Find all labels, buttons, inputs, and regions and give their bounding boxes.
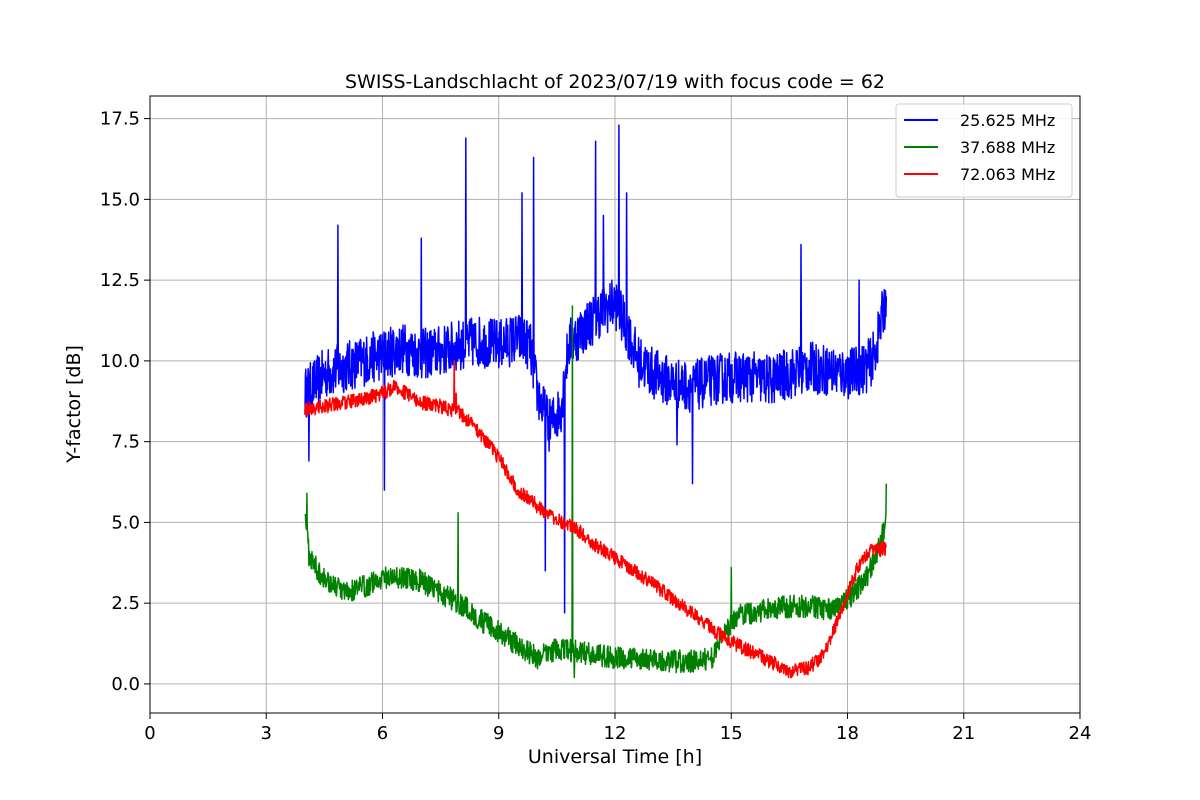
legend-label-3: 72.063 MHz [960,165,1055,184]
legend-label-2: 37.688 MHz [960,138,1055,157]
x-tick-label: 6 [377,723,388,744]
y-tick-label: 7.5 [111,432,140,453]
legend-label-1: 25.625 MHz [960,111,1055,130]
series-line-1 [304,124,888,614]
y-tick-label: 0.0 [111,674,140,695]
y-tick-label: 17.5 [100,109,140,130]
legend-box [895,103,1073,198]
y-tick-label: 5.0 [111,512,140,533]
x-tick-label: 18 [836,723,859,744]
x-tick-label: 21 [952,723,975,744]
series-line-3 [304,360,888,679]
x-tick-label: 0 [144,723,155,744]
x-tick-label: 24 [1069,723,1092,744]
y-tick-label: 15.0 [100,189,140,210]
chart-title: SWISS-Landschlacht of 2023/07/19 with fo… [345,71,885,93]
legend: 25.625 MHz 37.688 MHz 72.063 MHz [895,103,1073,198]
x-axis-label: Universal Time [h] [528,746,702,768]
series-layer [304,124,888,679]
x-tick-label: 15 [720,723,743,744]
x-tick-label: 12 [604,723,627,744]
x-axis: 0 3 6 9 12 15 18 21 24 [144,713,1091,744]
series-line-2 [304,305,888,679]
y-tick-label: 10.0 [100,351,140,372]
x-tick-label: 3 [261,723,272,744]
x-tick-label: 9 [493,723,504,744]
y-axis-label: Y-factor [dB] [63,345,85,464]
y-tick-label: 12.5 [100,270,140,291]
y-axis: 0.0 2.5 5.0 7.5 10.0 12.5 15.0 17.5 [100,109,150,695]
y-tick-label: 2.5 [111,593,140,614]
